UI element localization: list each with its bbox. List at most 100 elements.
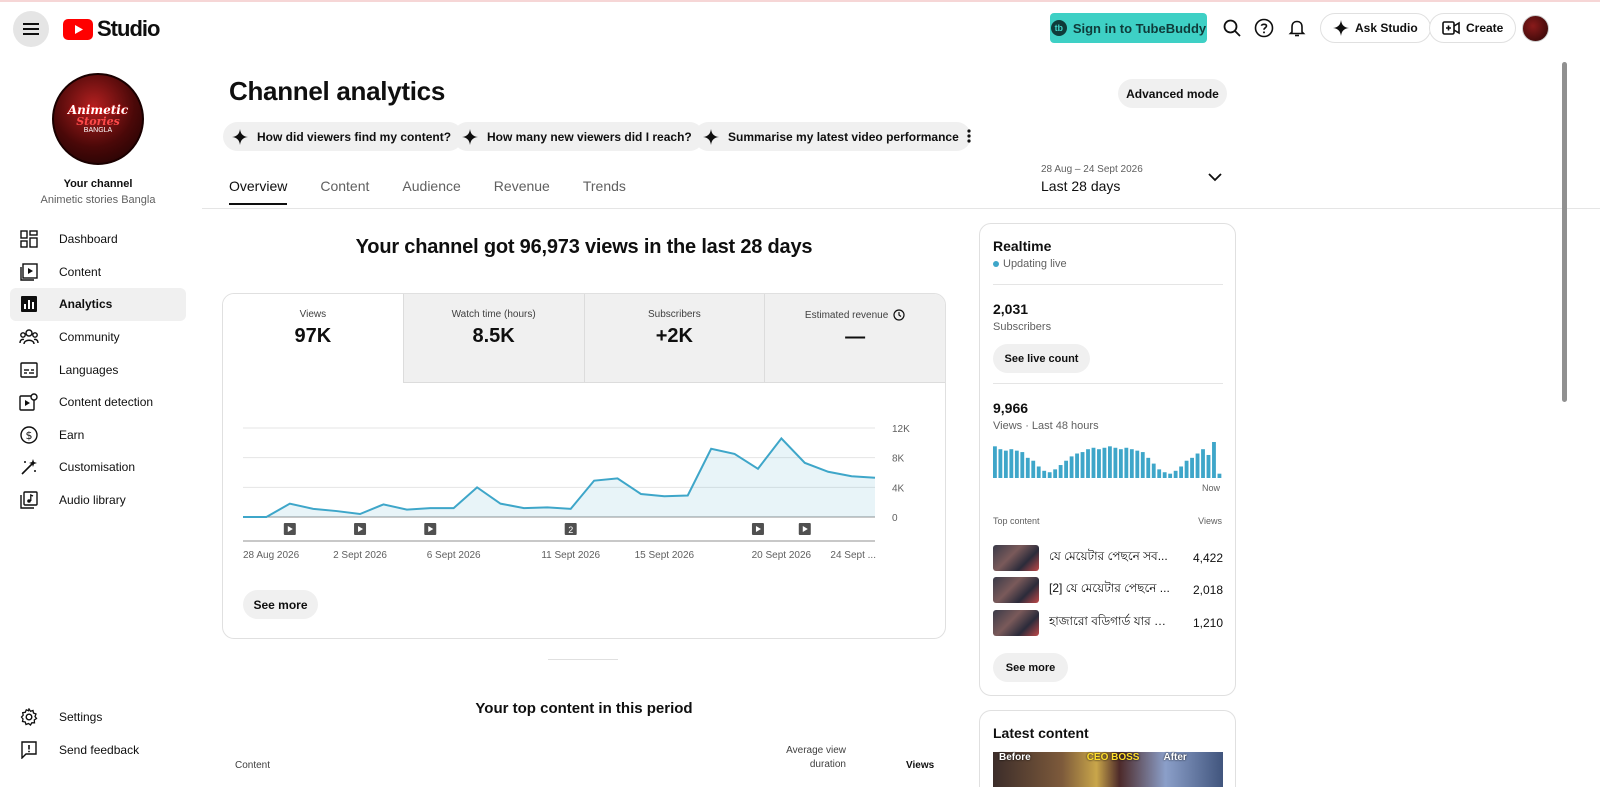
- divider: [993, 284, 1223, 285]
- advanced-mode-button[interactable]: Advanced mode: [1118, 79, 1227, 108]
- realtime-now-label: Now: [1202, 483, 1221, 493]
- realtime-bar: [1217, 473, 1222, 478]
- account-avatar[interactable]: [1522, 15, 1549, 42]
- latest-video-thumbnail[interactable]: Before CEO BOSS After: [993, 752, 1223, 787]
- metric-views[interactable]: Views 97K: [223, 294, 404, 383]
- create-video-icon: [1442, 21, 1460, 35]
- ask-studio-button[interactable]: Ask Studio: [1320, 13, 1431, 43]
- column-header-views[interactable]: Views: [906, 760, 935, 771]
- realtime-bar: [1031, 460, 1036, 478]
- realtime-bar: [1113, 447, 1118, 478]
- sidebar-item-customisation[interactable]: Customisation: [10, 451, 186, 484]
- top-content-row[interactable]: যে মেয়েটার পেছনে সব... 4,422: [993, 545, 1223, 571]
- search-icon[interactable]: [1221, 17, 1243, 39]
- sidebar-item-analytics[interactable]: Analytics: [10, 288, 186, 321]
- tab-revenue[interactable]: Revenue: [493, 178, 550, 194]
- sparkle-icon: [462, 128, 478, 145]
- thumbnail-text: CEO BOSS: [1086, 752, 1140, 763]
- clock-icon: [893, 309, 905, 321]
- top-content-row[interactable]: হাজারো বডিগার্ড যার সা... 1,210: [993, 610, 1223, 636]
- realtime-status-label: Updating live: [1003, 258, 1067, 270]
- section-divider: [548, 659, 618, 660]
- video-marker-count: 2: [568, 525, 573, 535]
- x-tick-label: 2 Sept 2026: [333, 550, 387, 561]
- see-live-count-button[interactable]: See live count: [993, 344, 1090, 373]
- content-detection-icon: [19, 392, 39, 412]
- create-button[interactable]: Create: [1429, 13, 1517, 43]
- svg-text:$: $: [26, 429, 33, 442]
- help-icon[interactable]: [1253, 17, 1275, 39]
- analytics-tabs: Overview Content Audience Revenue Trends: [229, 178, 626, 205]
- metric-value: +2K: [655, 325, 693, 347]
- feedback-icon: [19, 740, 39, 760]
- tab-content[interactable]: Content: [320, 178, 370, 194]
- channel-avatar[interactable]: Animetic Stories BANGLA: [52, 73, 144, 165]
- avatar-logo-text-2: Stories: [76, 115, 120, 128]
- sidebar-item-earn[interactable]: $ Earn: [10, 419, 186, 452]
- channel-name[interactable]: Animetic stories Bangla: [40, 194, 156, 206]
- gear-icon: [19, 707, 39, 727]
- sidebar-item-content-detection[interactable]: Content detection: [10, 386, 186, 419]
- see-more-button[interactable]: See more: [243, 590, 318, 619]
- views-area: [243, 438, 875, 517]
- column-header-avg-view-duration[interactable]: Average view duration: [782, 745, 846, 770]
- realtime-bar: [1173, 470, 1178, 478]
- tubebuddy-signin-button[interactable]: tb Sign in to TubeBuddy: [1050, 13, 1207, 43]
- play-icon: [287, 526, 293, 532]
- sidebar-item-dashboard[interactable]: Dashboard: [10, 223, 186, 256]
- suggestion-chip[interactable]: How did viewers find my content?: [223, 122, 464, 151]
- header: Studio tb Sign in to TubeBuddy Ask Studi…: [0, 2, 1600, 56]
- more-options-icon[interactable]: [962, 124, 976, 148]
- metric-label: Views: [299, 309, 327, 320]
- sidebar-item-languages[interactable]: Languages: [10, 353, 186, 386]
- realtime-bar: [1075, 453, 1079, 478]
- bell-icon[interactable]: [1286, 17, 1308, 39]
- realtime-bar: [1036, 466, 1041, 478]
- top-content-row[interactable]: [2] যে মেয়েটার পেছনে ... 2,018: [993, 577, 1223, 603]
- realtime-bar: [1212, 442, 1216, 478]
- y-tick-label: 12K: [892, 424, 910, 435]
- views-chart[interactable]: 0 4K 8K 12K 2 28 Aug 2026 2 Sept 2026 6 Sept 20…: [223, 383, 945, 583]
- realtime-subscribers-value: 2,031: [993, 301, 1029, 317]
- realtime-bar: [1162, 472, 1167, 478]
- sidebar-item-content[interactable]: Content: [10, 256, 186, 289]
- sidebar-item-community[interactable]: Community: [10, 321, 186, 354]
- video-views: 4,422: [1192, 551, 1223, 565]
- column-header-content[interactable]: Content: [235, 760, 271, 771]
- realtime-status: Updating live: [993, 258, 1067, 270]
- views-headline: Your channel got 96,973 views in the las…: [355, 236, 813, 258]
- sidebar-item-settings[interactable]: Settings: [10, 701, 186, 734]
- realtime-views-label: Views · Last 48 hours: [993, 420, 1099, 432]
- tab-audience[interactable]: Audience: [402, 178, 461, 194]
- x-tick-label: 20 Sept 2026: [752, 550, 812, 561]
- see-more-button[interactable]: See more: [993, 653, 1068, 682]
- tabs-divider: [202, 208, 1600, 209]
- metric-watch-time[interactable]: Watch time (hours) 8.5K: [403, 294, 585, 383]
- studio-logo[interactable]: Studio: [63, 16, 160, 42]
- realtime-bar: [1069, 456, 1074, 478]
- scrollbar-thumb[interactable]: [1562, 62, 1567, 402]
- sidebar: Animetic Stories BANGLA Your channel Ani…: [0, 56, 200, 787]
- logo-text: Studio: [97, 16, 160, 41]
- x-tick-label: 24 Sept ...: [830, 550, 876, 561]
- sidebar-item-send-feedback[interactable]: Send feedback: [10, 734, 186, 767]
- realtime-bar: [1157, 469, 1162, 478]
- metric-estimated-revenue[interactable]: Estimated revenue —: [765, 294, 945, 383]
- tab-overview[interactable]: Overview: [229, 178, 288, 205]
- suggestion-chip[interactable]: How many new viewers did I reach?: [453, 122, 704, 151]
- dashboard-icon: [19, 229, 39, 249]
- metric-tabs: Views 97K Watch time (hours) 8.5K Subscr…: [223, 294, 945, 383]
- metric-subscribers[interactable]: Subscribers +2K: [584, 294, 766, 383]
- realtime-bar: [1025, 457, 1030, 478]
- menu-button[interactable]: [13, 11, 49, 47]
- tab-trends[interactable]: Trends: [582, 178, 626, 194]
- sidebar-item-label: Content detection: [59, 395, 154, 410]
- realtime-bar: [1140, 452, 1145, 478]
- realtime-views-value: 9,966: [993, 400, 1029, 416]
- realtime-bar: [1102, 447, 1107, 478]
- sidebar-item-audio-library[interactable]: Audio library: [10, 484, 186, 517]
- realtime-views-bars[interactable]: [993, 442, 1223, 478]
- date-range-selector[interactable]: 28 Aug – 24 Sept 2026 Last 28 days: [1041, 164, 1226, 196]
- languages-icon: [19, 360, 39, 380]
- suggestion-chip[interactable]: Summarise my latest video performance: [694, 122, 971, 151]
